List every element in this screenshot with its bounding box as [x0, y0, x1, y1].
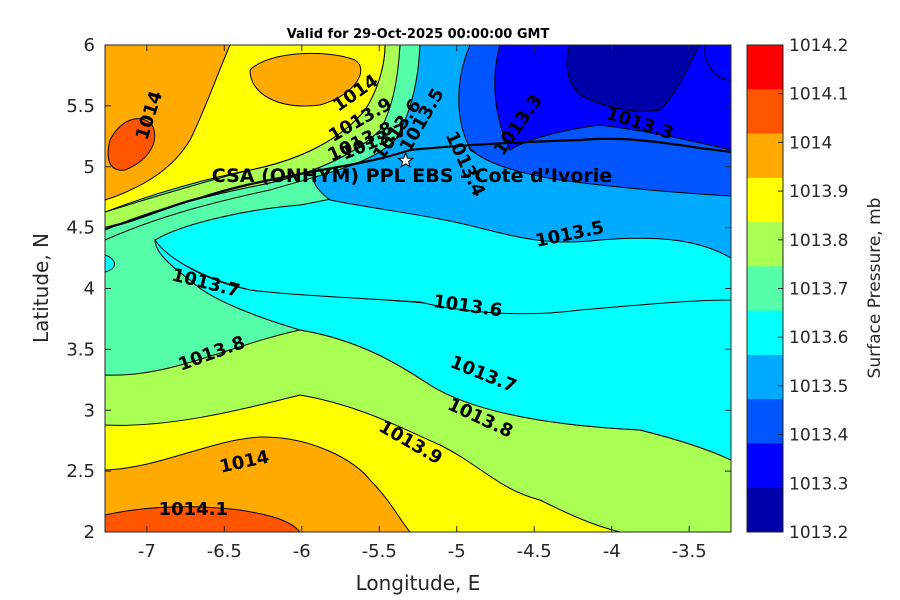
- colorbar-tick-label: 1014: [789, 133, 832, 153]
- band-1014-north-patch: [249, 53, 362, 107]
- y-axis-ticks: 2 2.5 3 3.5 4 4.5 5 5.5 6: [66, 35, 731, 543]
- colorbar-swatch: [747, 354, 783, 400]
- colorbar-swatch: [747, 487, 783, 533]
- y-tick-label: 3.5: [66, 339, 95, 360]
- y-tick-label: 4.5: [66, 218, 95, 239]
- band-1014-1-north: [107, 118, 156, 171]
- station-marker: CSA (ONHYM) PPL EBS - Cote d’Ivorie: [212, 151, 612, 187]
- station-label: CSA (ONHYM) PPL EBS - Cote d’Ivorie: [212, 165, 612, 187]
- y-tick-label: 2.5: [66, 461, 95, 482]
- colorbar-label: Surface Pressure, mb: [865, 198, 885, 379]
- y-tick-label: 6: [84, 35, 95, 56]
- x-tick-label: -5.5: [362, 541, 397, 562]
- colorbar-swatch: [747, 399, 783, 444]
- x-axis-label: Longitude, E: [356, 571, 481, 595]
- colorbar-tick-label: 1014.2: [789, 36, 848, 56]
- colorbar-tick-label: 1013.7: [789, 280, 848, 300]
- y-tick-label: 2: [84, 522, 95, 543]
- chart-title: Valid for 29-Oct-2025 00:00:00 GMT: [287, 27, 550, 42]
- y-axis-label: Latitude, N: [29, 233, 53, 343]
- colorbar-tick-label: 1013.2: [789, 523, 848, 543]
- x-tick-label: -7: [138, 541, 156, 562]
- y-tick-label: 5: [84, 157, 95, 178]
- y-tick-label: 5.5: [66, 96, 95, 117]
- colorbar-swatch: [747, 89, 783, 135]
- x-tick-label: -5: [448, 541, 466, 562]
- x-tick-label: -4: [603, 541, 621, 562]
- x-tick-label: -3.5: [672, 541, 707, 562]
- coastline: [105, 137, 731, 230]
- x-tick-label: -4.5: [517, 541, 552, 562]
- band-1014-1-south: [105, 506, 301, 532]
- x-tick-label: -6: [293, 541, 311, 562]
- colorbar-swatch: [747, 310, 783, 356]
- colorbar-swatch: [747, 222, 783, 267]
- colorbar-swatch: [747, 133, 783, 179]
- colorbar-tick-label: 1013.4: [789, 426, 848, 446]
- band-1013-2: [566, 45, 701, 112]
- x-tick-label: -6.5: [207, 541, 242, 562]
- colorbar-swatch: [747, 266, 783, 312]
- colorbar-tick-label: 1014.1: [789, 85, 848, 105]
- colorbar-swatch: [747, 443, 783, 489]
- colorbar-tick-label: 1013.6: [789, 328, 848, 348]
- colorbar-tick-label: 1013.3: [789, 474, 848, 494]
- contour-label: 1014.1: [159, 499, 228, 520]
- colorbar-tick-label: 1013.5: [789, 377, 848, 397]
- y-tick-label: 4: [84, 279, 95, 300]
- contour-field: [105, 45, 731, 532]
- colorbar-swatch: [747, 45, 783, 90]
- star-icon: [397, 151, 415, 168]
- colorbar-tick-label: 1013.9: [789, 182, 848, 202]
- y-tick-label: 3: [84, 400, 95, 421]
- colorbar-swatch: [747, 177, 783, 223]
- colorbar-tick-label: 1013.8: [789, 231, 848, 251]
- x-axis-ticks: -7 -6.5 -6 -5.5 -5 -4.5 -4 -3.5: [138, 45, 707, 562]
- colorbar: 1014.2 1014.1 1014 1013.9 1013.8 1013.7 1013.6…: [746, 36, 848, 543]
